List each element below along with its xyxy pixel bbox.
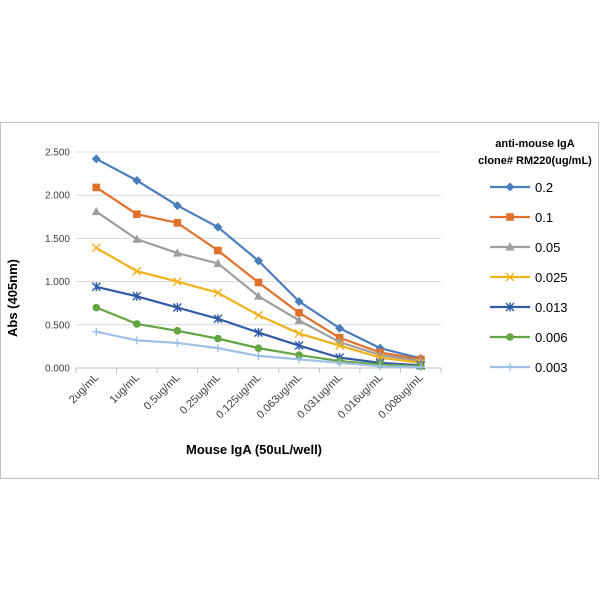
data-point (132, 234, 142, 243)
legend-label: 0.2 (535, 180, 553, 195)
y-axis-title: Abs (405nm) (5, 259, 20, 337)
data-point (335, 341, 345, 351)
legend-item: 0.003 (490, 360, 568, 375)
data-point (254, 310, 263, 320)
data-point (376, 362, 385, 371)
data-point (295, 351, 303, 359)
data-point (214, 246, 222, 255)
data-point (294, 296, 304, 306)
data-point (254, 351, 263, 360)
legend-label: 0.003 (535, 360, 568, 375)
data-point (132, 336, 141, 345)
data-point (214, 334, 222, 343)
legend-swatch-marker (506, 363, 514, 371)
data-point (295, 355, 304, 364)
data-point (172, 303, 182, 313)
data-point (172, 248, 182, 257)
data-point (335, 323, 345, 333)
data-point (92, 327, 101, 336)
legend-title-line1: anti-mouse IgA (495, 138, 575, 150)
data-point (213, 344, 222, 353)
x-axis-title: Mouse IgA (50uL/well) (186, 442, 322, 457)
legend-swatch-marker (505, 182, 515, 192)
data-point (254, 256, 263, 266)
data-point (416, 363, 425, 372)
data-point (132, 266, 142, 276)
legend: anti-mouse IgA clone# RM220(ug/mL) 0.2 0.… (478, 138, 592, 375)
legend-label: 0.025 (535, 270, 568, 285)
y-tick-label: 0.000 (45, 364, 70, 375)
data-point (213, 258, 223, 267)
data-point (91, 206, 101, 216)
data-point (335, 358, 344, 367)
legend-label: 0.006 (535, 330, 568, 345)
y-tick-label: 1.500 (45, 234, 70, 245)
data-point (91, 282, 101, 292)
legend-item: 0.025 (490, 270, 568, 285)
legend-item: 0.1 (490, 210, 553, 225)
data-point (91, 154, 101, 164)
legend-title-line2: clone# RM220(ug/mL) (478, 155, 592, 167)
legend-swatch-marker (505, 242, 515, 251)
legend-item: 0.013 (490, 300, 568, 315)
x-tick-label: 2ug/mL (67, 372, 101, 406)
y-tick-label: 1.000 (45, 277, 70, 288)
data-point (133, 210, 141, 219)
data-point (132, 291, 142, 301)
data-point (254, 278, 263, 287)
data-point (133, 320, 141, 328)
legend-swatch-marker (506, 213, 514, 221)
legend-swatch-marker (506, 333, 514, 341)
data-point (213, 222, 223, 232)
y-tick-label: 2.000 (45, 191, 70, 202)
series-3 (91, 243, 426, 368)
chart-frame: 2ug/mL 1ug/mL 0.5ug/mL 0.25ug/mL 0.125ug/mL 0… (0, 122, 599, 479)
legend-label: 0.1 (535, 210, 553, 225)
legend-item: 0.2 (490, 180, 553, 195)
legend-swatch-marker (505, 272, 515, 282)
series-line (95, 210, 421, 363)
legend-label: 0.013 (535, 300, 568, 315)
legend-swatch-marker (505, 302, 515, 312)
data-point (173, 219, 182, 227)
data-point (294, 341, 304, 351)
y-tick-label: 0.500 (45, 320, 70, 331)
data-point (213, 314, 223, 324)
y-tick-label: 2.500 (45, 148, 70, 159)
data-point (172, 277, 182, 287)
data-point (92, 183, 101, 192)
data-point (91, 243, 101, 253)
data-point (132, 176, 142, 186)
legend-item: 0.006 (490, 330, 568, 345)
x-tick-label: 1ug/mL (108, 372, 142, 406)
data-point (254, 344, 263, 352)
data-point (172, 201, 182, 211)
series-6 (92, 327, 425, 372)
data-point (294, 328, 304, 338)
data-point (295, 308, 303, 317)
legend-item: 0.05 (490, 240, 560, 255)
line-chart: 2ug/mL 1ug/mL 0.5ug/mL0.25ug/mL0.125ug/mL0… (5, 138, 592, 457)
legend-label: 0.05 (535, 240, 560, 255)
data-point (213, 288, 223, 298)
data-point (92, 303, 101, 312)
data-point (173, 327, 182, 335)
data-point (254, 291, 263, 300)
x-tick-label: 0.5ug/mL (142, 372, 183, 413)
data-point (173, 338, 182, 347)
data-point (254, 328, 263, 338)
data-point (294, 315, 304, 324)
